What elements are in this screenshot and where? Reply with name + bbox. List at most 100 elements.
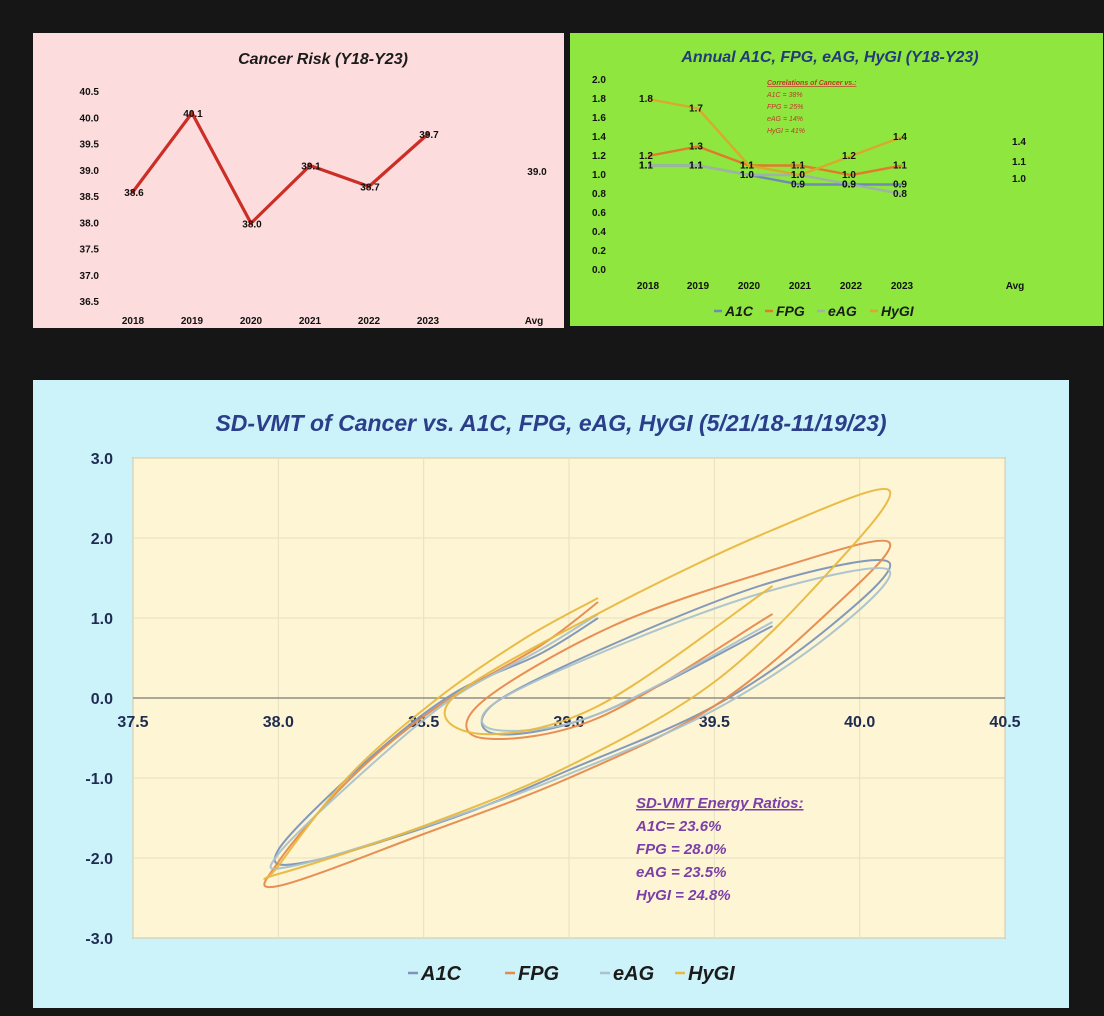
data-label: 1.1	[639, 161, 653, 172]
y-tick-label: 37.5	[80, 245, 100, 256]
cancer-risk-avg-label: 39.0	[527, 167, 547, 178]
data-label: 38.0	[242, 219, 262, 230]
x-tick-label: 2022	[840, 281, 863, 292]
series-line-fpg	[647, 145, 903, 177]
y-tick-label: 0.2	[592, 246, 606, 257]
legend-label-hygi: HyGI	[688, 963, 735, 985]
sd-vmt-curve-hygi	[263, 488, 892, 880]
x-tick-label: 40.0	[844, 714, 875, 731]
y-tick-label: 1.6	[592, 113, 606, 124]
data-label: 1.0	[740, 170, 754, 181]
sd-vmt-curve-eag	[269, 567, 892, 870]
y-tick-label: 2.0	[592, 75, 606, 86]
correlation-heading: Correlations of Cancer vs.:	[767, 80, 856, 87]
data-label: 0.8	[893, 189, 907, 200]
energy-ratio-eag: eAG = 23.5%	[636, 864, 726, 881]
data-label: 1.0	[842, 170, 856, 181]
x-tick-label: 2022	[358, 316, 381, 327]
annual-metrics-title: Annual A1C, FPG, eAG, HyGI (Y18-Y23)	[680, 49, 978, 66]
avg-label-a1c: 1.0	[1012, 174, 1026, 185]
y-tick-label: 37.0	[80, 271, 100, 282]
x-tick-label: 2019	[181, 316, 204, 327]
cancer-risk-point	[190, 111, 194, 115]
y-tick-label: 0.6	[592, 208, 606, 219]
y-tick-label: 1.2	[592, 151, 606, 162]
x-tick-label: Avg	[1006, 281, 1025, 292]
energy-ratio-a1c: A1C= 23.6%	[635, 818, 721, 835]
sd-vmt-curve-fpg	[263, 539, 892, 889]
y-tick-label: 2.0	[91, 531, 113, 548]
legend-label-fpg: FPG	[776, 303, 805, 319]
y-tick-label: 40.5	[80, 87, 100, 98]
annual-metrics-chart-panel: Annual A1C, FPG, eAG, HyGI (Y18-Y23) 0.0…	[570, 33, 1103, 326]
energy-ratio-hygi: HyGI = 24.8%	[636, 887, 731, 904]
y-tick-label: 0.4	[592, 227, 606, 238]
correlation-eag: eAG = 14%	[767, 116, 803, 123]
data-label: 1.4	[893, 132, 907, 143]
y-tick-label: 1.0	[91, 611, 113, 628]
data-label: 1.8	[639, 94, 653, 105]
y-tick-label: -1.0	[85, 771, 113, 788]
correlation-fpg: FPG = 25%	[767, 104, 803, 111]
data-label: 0.9	[791, 180, 805, 191]
legend-label-eag: eAG	[613, 963, 654, 985]
data-label: 1.1	[740, 161, 754, 172]
data-label: 1.1	[689, 161, 703, 172]
cancer-risk-line	[131, 111, 430, 225]
cancer-risk-point	[131, 189, 135, 194]
y-tick-label: 1.8	[592, 94, 606, 105]
data-label: 1.7	[689, 104, 703, 115]
cancer-risk-point	[426, 132, 430, 136]
annual-metrics-chart: Annual A1C, FPG, eAG, HyGI (Y18-Y23) 0.0…	[592, 49, 1026, 319]
energy-ratio-annotation: SD-VMT Energy Ratios: A1C= 23.6% FPG = 2…	[635, 795, 804, 904]
data-label: 1.0	[791, 170, 805, 181]
correlation-hygi: HyGI = 41%	[767, 128, 805, 135]
data-label: 38.7	[360, 183, 380, 194]
cancer-risk-chart-panel: Cancer Risk (Y18-Y23) 36.5 37.0 37.5 38.0 38…	[33, 33, 564, 328]
data-label: 1.1	[740, 161, 754, 172]
data-label: 1.2	[639, 151, 653, 162]
sd-vmt-chart: SD-VMT of Cancer vs. A1C, FPG, eAG, HyGI…	[85, 410, 1020, 985]
x-tick-label: 2019	[687, 281, 710, 292]
avg-label-hygi: 1.4	[1012, 137, 1026, 148]
y-tick-label: 40.0	[80, 113, 100, 124]
data-label: 1.2	[842, 151, 856, 162]
data-label: 1.0	[791, 170, 805, 181]
data-label: 38.6	[124, 188, 144, 199]
data-label: 1.1	[689, 161, 703, 172]
data-label: 1.0	[740, 170, 754, 181]
sd-vmt-legend: A1C FPG eAG HyGI	[408, 963, 735, 985]
cancer-risk-title: Cancer Risk (Y18-Y23)	[238, 51, 408, 68]
data-label: 0.9	[893, 180, 907, 191]
correlation-a1c: A1C = 38%	[766, 92, 803, 99]
legend-label-a1c: A1C	[724, 303, 754, 319]
data-label: 1.1	[893, 161, 907, 172]
y-tick-label: 1.0	[592, 170, 606, 181]
energy-ratio-fpg: FPG = 28.0%	[636, 841, 726, 858]
legend-label-hygi: HyGI	[881, 303, 915, 319]
legend-label-fpg: FPG	[518, 963, 559, 985]
sd-vmt-chart-panel: SD-VMT of Cancer vs. A1C, FPG, eAG, HyGI…	[33, 380, 1069, 1008]
data-label: 39.1	[301, 162, 321, 173]
cancer-risk-point	[367, 184, 371, 189]
x-tick-label: 2021	[299, 316, 322, 327]
series-line-hygi	[647, 97, 903, 177]
data-label: 1.1	[639, 161, 653, 172]
correlation-annotation: Correlations of Cancer vs.: A1C = 38% FP…	[766, 80, 856, 135]
y-tick-label: 39.0	[80, 166, 100, 177]
y-tick-label: 0.0	[91, 691, 113, 708]
data-label: 1.3	[689, 142, 703, 153]
x-tick-label: 2020	[240, 316, 263, 327]
x-tick-label: 38.0	[263, 714, 294, 731]
data-label: 0.9	[842, 180, 856, 191]
data-label: 39.7	[419, 130, 439, 141]
y-tick-label: 3.0	[91, 451, 113, 468]
data-label: 0.9	[842, 180, 856, 191]
annual-metrics-legend: A1C FPG eAG HyGI	[714, 303, 915, 319]
cancer-risk-chart: Cancer Risk (Y18-Y23) 36.5 37.0 37.5 38.0 38…	[80, 51, 548, 327]
y-tick-label: 39.5	[80, 140, 100, 151]
y-tick-label: -2.0	[85, 851, 113, 868]
y-tick-label: -3.0	[85, 931, 113, 948]
x-tick-label: 2018	[122, 316, 145, 327]
x-tick-label: 2021	[789, 281, 812, 292]
